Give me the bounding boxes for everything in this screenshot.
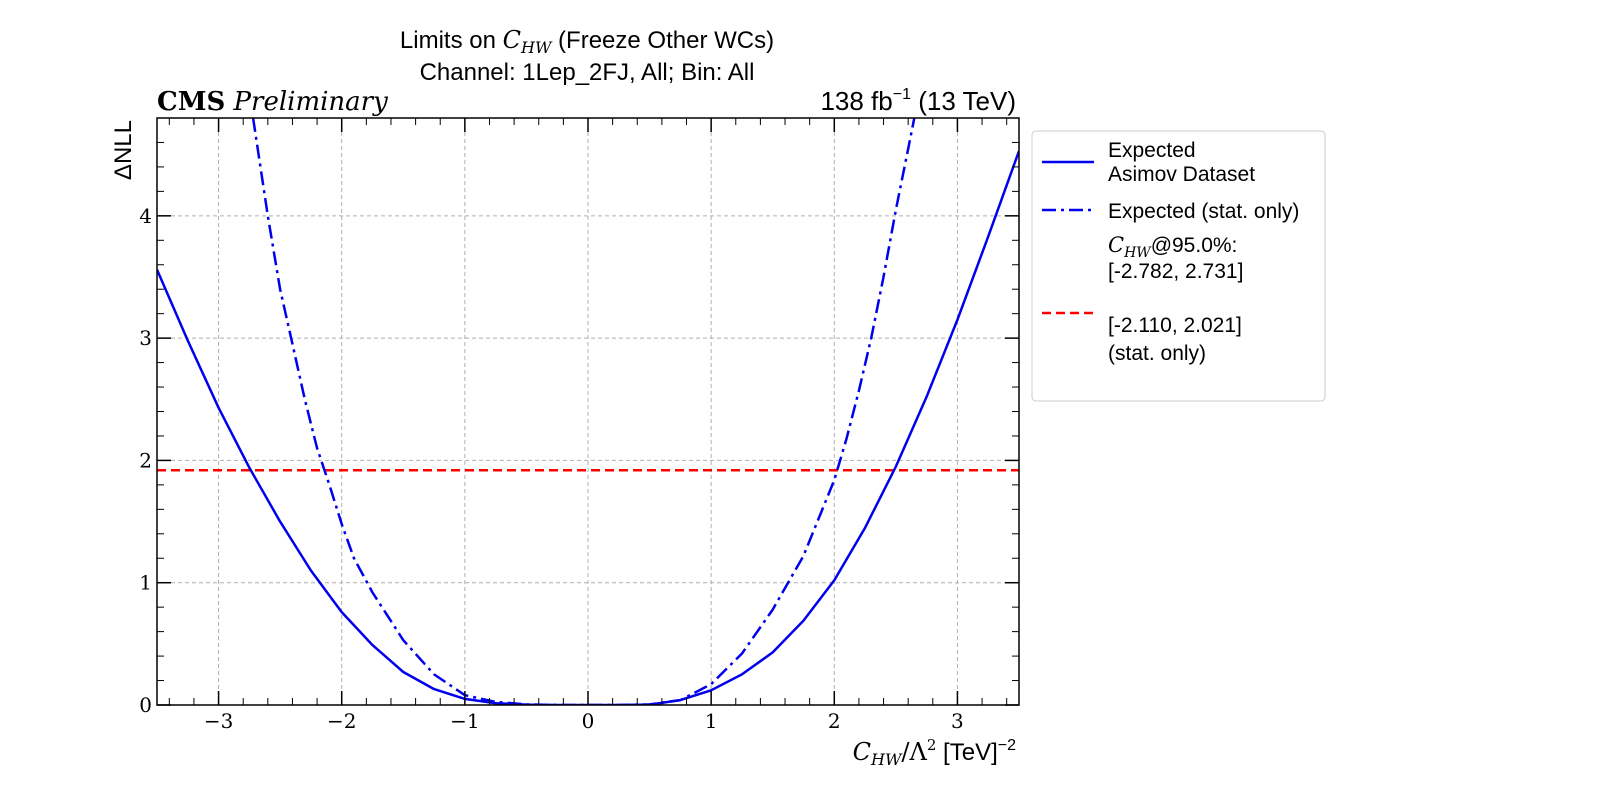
legend-limit-range: [-2.782, 2.731] [1108,260,1243,283]
x-tick-label: 2 [828,709,841,733]
x-tick-label: 0 [582,709,595,733]
x-axis-label: CHW/Λ2 [TeV]−2 [853,736,1016,769]
y-tick-label: 2 [139,448,152,472]
x-tick-label: −2 [327,709,356,733]
legend-label-expected-line2: Asimov Dataset [1108,163,1255,186]
legend: Expected Asimov Dataset Expected (stat. … [1031,130,1326,402]
legend-frame [1031,130,1326,402]
tick-labels: −3 −2 −1 0 1 2 3 0 1 2 3 4 [139,204,964,733]
legend-limit-title: CHW@95.0%: [1108,233,1237,261]
series-line-2 [251,118,916,705]
y-tick-label: 1 [139,571,152,595]
legend-stat-note: (stat. only) [1108,342,1206,365]
x-tick-label: 1 [705,709,718,733]
y-tick-label: 0 [139,693,152,717]
x-tick-label: −3 [204,709,233,733]
legend-label-expected-line1: Expected [1108,139,1196,162]
y-tick-label: 4 [139,204,152,228]
axis-ticks [157,117,1019,706]
y-tick-label: 3 [139,326,152,350]
x-tick-label: 3 [951,709,964,733]
legend-label-stat-only: Expected (stat. only) [1108,200,1299,223]
series-layer [157,118,1019,705]
chart-title-line2: Channel: 1Lep_2FJ, All; Bin: All [420,59,755,86]
x-tick-label: −1 [450,709,479,733]
cms-label: CMS Preliminary [157,87,388,117]
y-axis-label: ΔNLL [110,120,137,180]
lumi-label: 138 fb−1 (13 TeV) [820,86,1016,116]
grid [157,118,1019,706]
legend-stat-range: [-2.110, 2.021] [1108,314,1242,337]
series-line-1 [157,150,1019,705]
chart-title-line1: Limits on CHW (Freeze Other WCs) [400,26,774,57]
